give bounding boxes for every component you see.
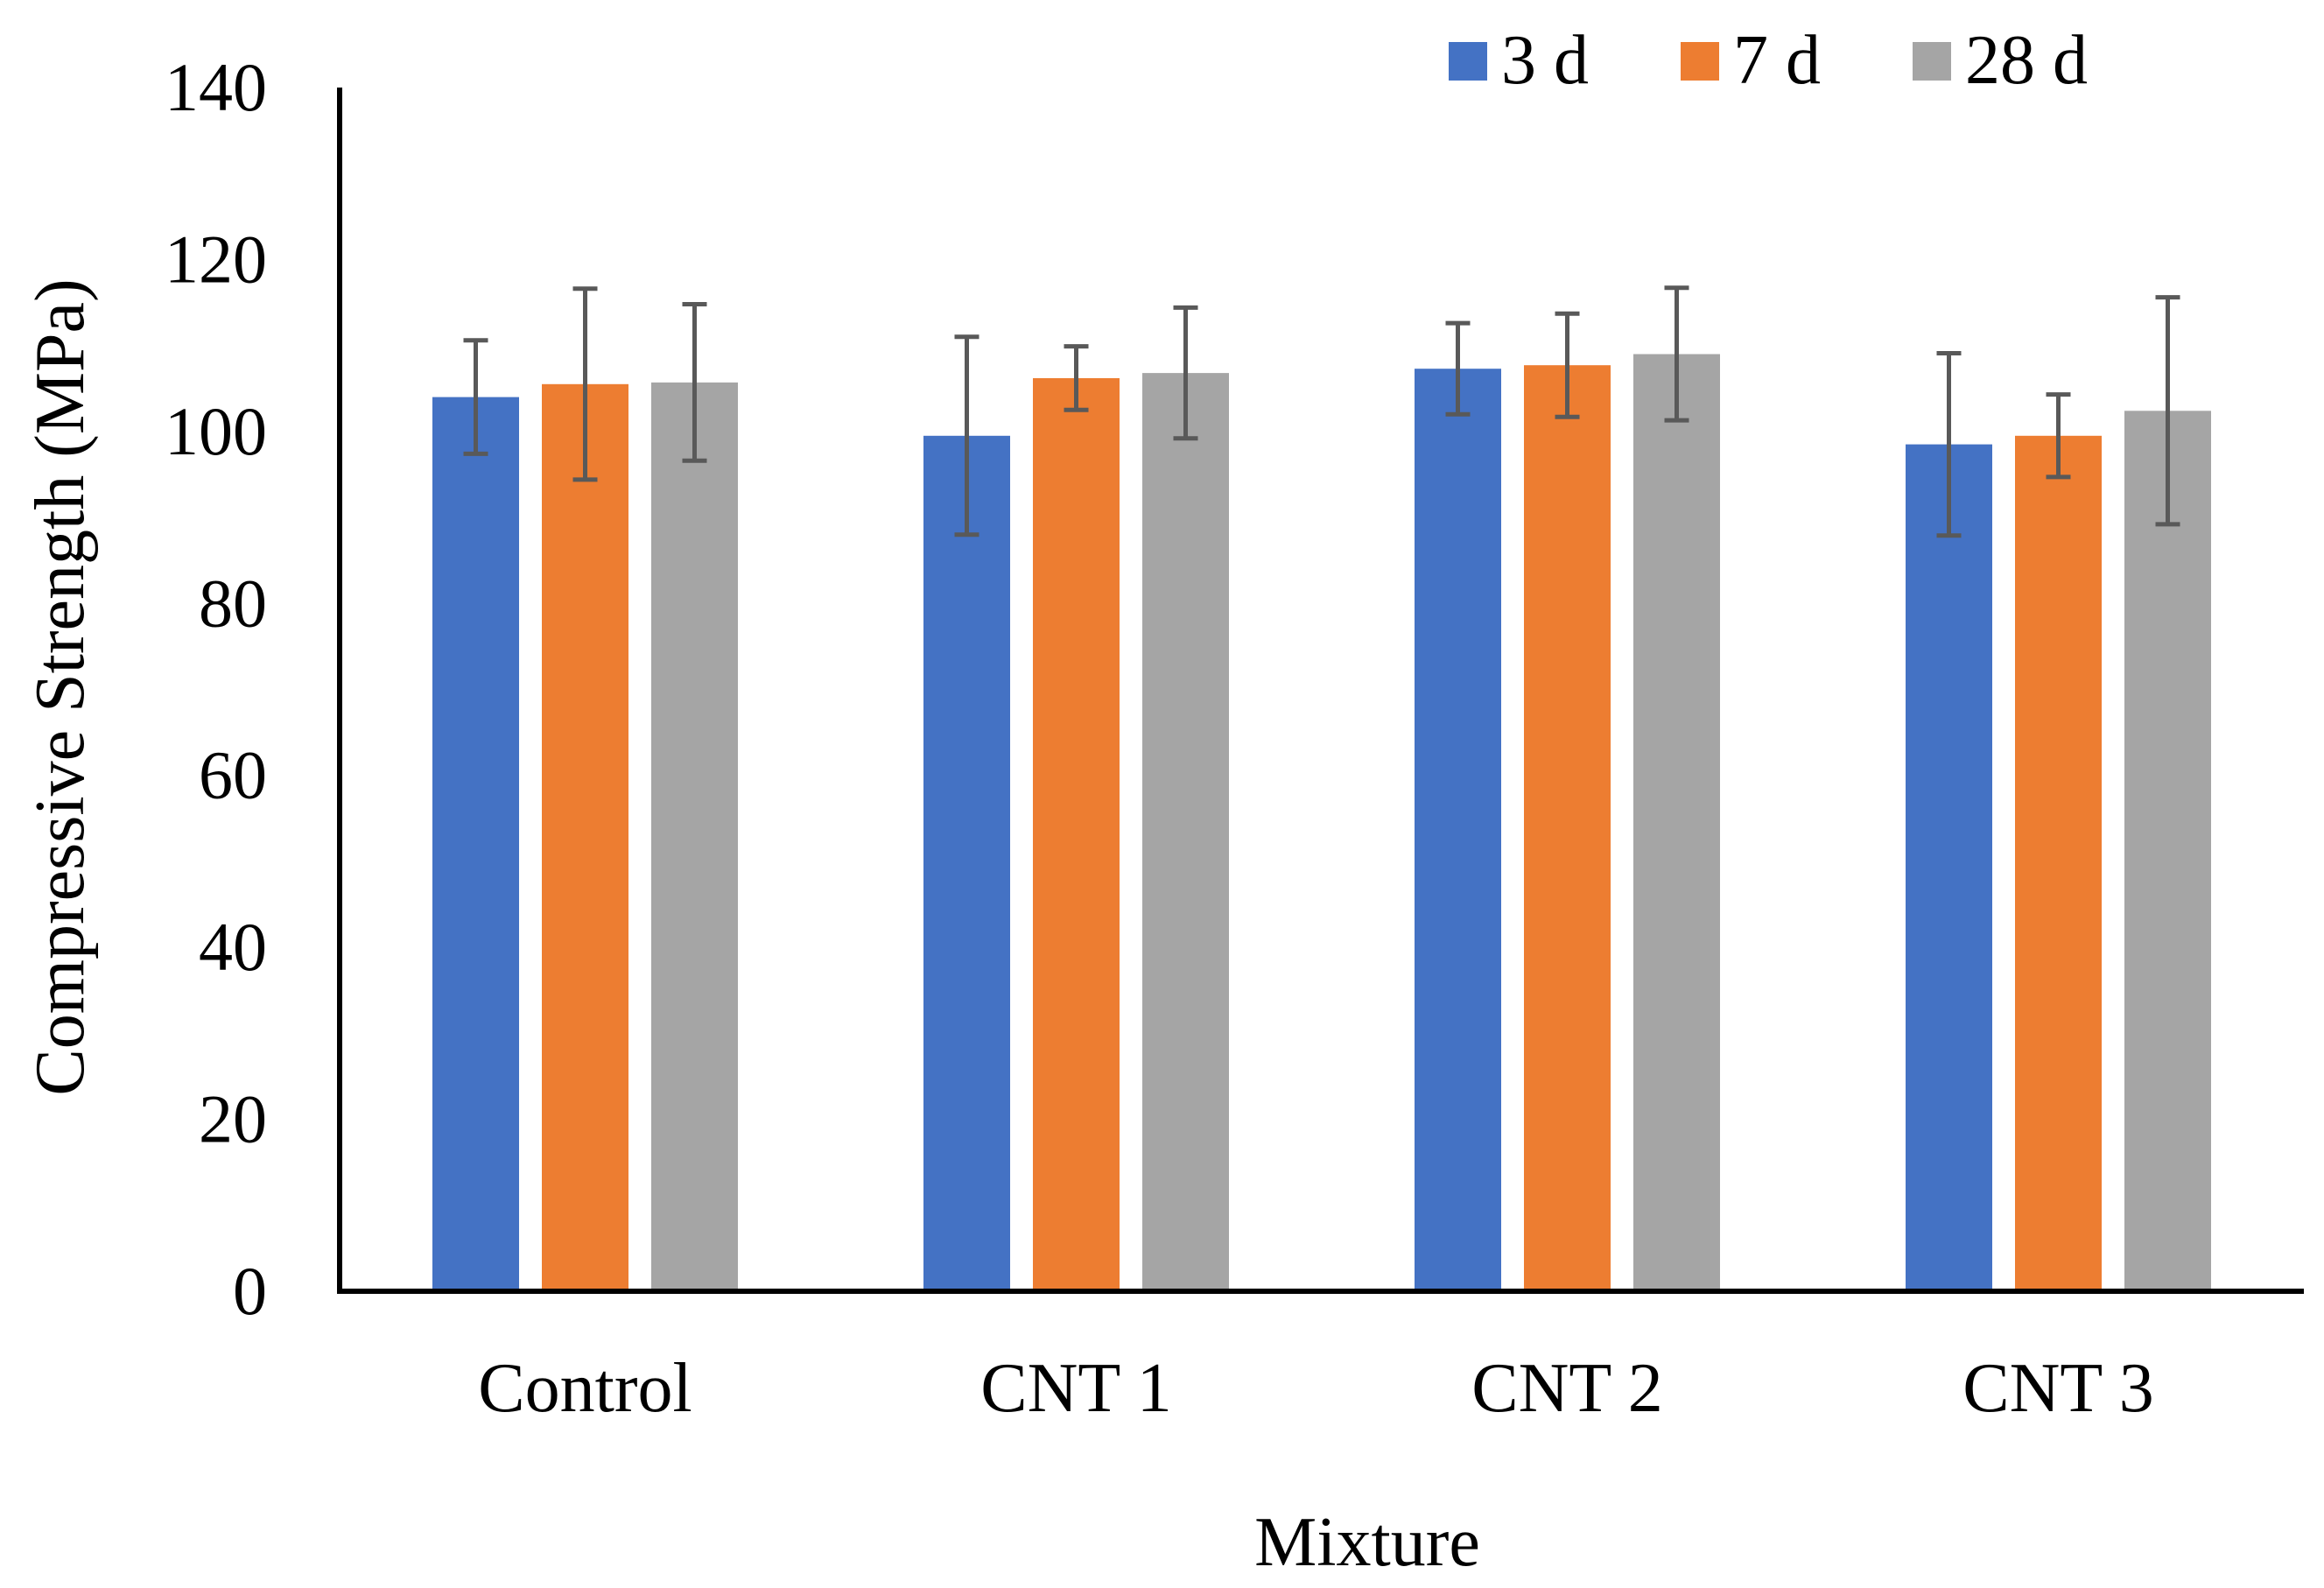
y-tick-labels: 0 20 40 60 80 100 120 140	[165, 49, 267, 1329]
legend-label-7d: 7 d	[1733, 22, 1821, 99]
bar-3d-cnt-2	[1415, 369, 1501, 1291]
bar-28d-control	[651, 383, 738, 1291]
bar-3d-cnt-1	[923, 436, 1010, 1291]
y-tick-label-0: 0	[233, 1253, 267, 1329]
x-tick-label-control: Control	[478, 1350, 692, 1427]
legend-swatch-3d	[1449, 42, 1487, 81]
y-tick-label-80: 80	[199, 565, 267, 641]
x-axis-title: Mixture	[1254, 1504, 1480, 1581]
y-tick-label-40: 40	[199, 909, 267, 985]
bars-layer	[432, 355, 2211, 1292]
y-tick-label-20: 20	[199, 1081, 267, 1157]
bar-28d-cnt-3	[2124, 411, 2211, 1291]
bar-7d-control	[542, 384, 628, 1291]
y-tick-label-120: 120	[165, 221, 267, 297]
bar-7d-cnt-1	[1033, 378, 1120, 1291]
y-axis-title: Compressive Strength (MPa)	[22, 278, 99, 1095]
x-tick-label-cnt-1: CNT 1	[980, 1350, 1172, 1427]
legend-swatch-28d	[1913, 42, 1951, 81]
bar-3d-cnt-3	[1906, 445, 1992, 1291]
y-tick-label-60: 60	[199, 737, 267, 813]
legend-item-7d: 7 d	[1681, 22, 1821, 99]
legend-item-3d: 3 d	[1449, 22, 1589, 99]
bar-3d-control	[432, 397, 519, 1291]
x-tick-label-cnt-3: CNT 3	[1962, 1350, 2154, 1427]
compressive-strength-bar-chart: 0 20 40 60 80 100 120 140 Control CNT 1 CNT 2 CNT …	[0, 0, 2324, 1588]
legend-item-28d: 28 d	[1913, 22, 2088, 99]
axes-layer	[337, 88, 2304, 1291]
y-tick-label-100: 100	[165, 393, 267, 469]
legend-label-3d: 3 d	[1501, 22, 1589, 99]
x-tick-label-cnt-2: CNT 2	[1471, 1350, 1663, 1427]
bar-7d-cnt-3	[2015, 436, 2102, 1291]
legend-label-28d: 28 d	[1965, 22, 2088, 99]
bar-28d-cnt-2	[1633, 355, 1720, 1292]
y-tick-label-140: 140	[165, 49, 267, 125]
bar-28d-cnt-1	[1142, 373, 1229, 1291]
x-category-labels: Control CNT 1 CNT 2 CNT 3	[478, 1350, 2154, 1427]
legend: 3 d 7 d 28 d	[1449, 22, 2088, 99]
bar-7d-cnt-2	[1524, 365, 1611, 1291]
legend-swatch-7d	[1681, 42, 1719, 81]
chart-root: 0 20 40 60 80 100 120 140 Control CNT 1 CNT 2 CNT …	[0, 0, 2324, 1588]
